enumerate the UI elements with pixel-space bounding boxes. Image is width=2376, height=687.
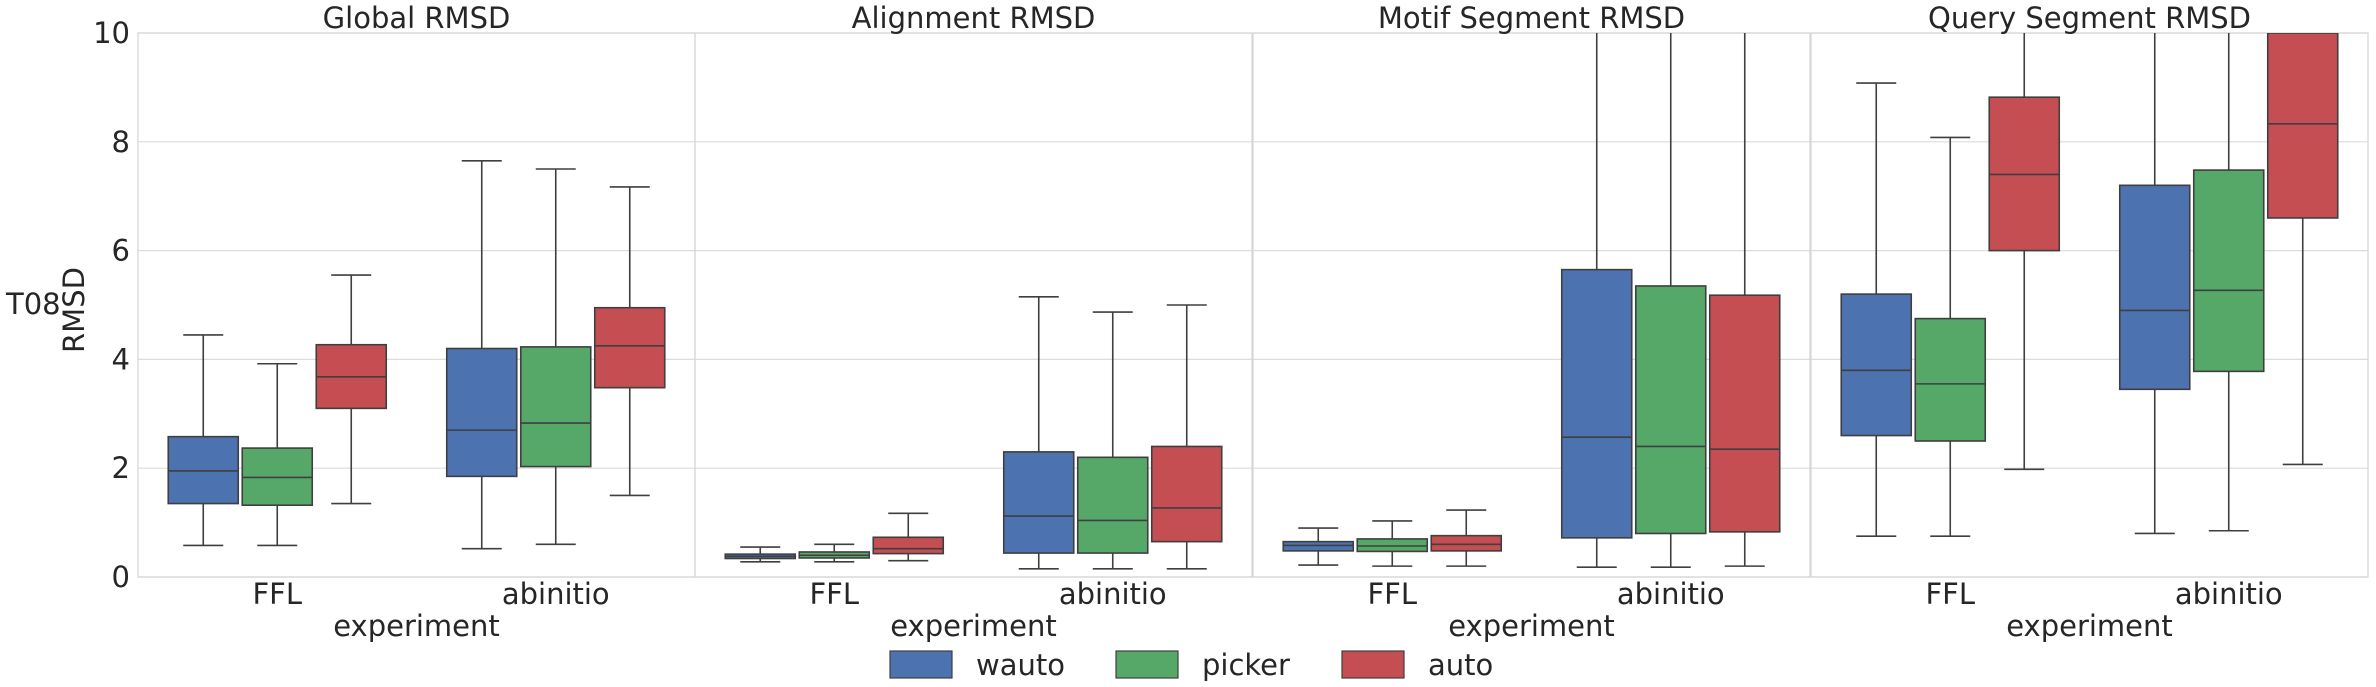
box-body xyxy=(1356,538,1429,553)
box-wauto-abinitio xyxy=(1002,296,1075,570)
box-auto-FFL xyxy=(315,274,388,505)
box-body xyxy=(1430,534,1503,552)
panel-frame xyxy=(1252,32,1811,578)
box-body xyxy=(1560,268,1633,539)
box-body xyxy=(1076,456,1149,554)
box-body xyxy=(241,447,314,506)
box-auto-FFL xyxy=(1430,509,1503,567)
x-tick-label: FFL xyxy=(1367,577,1417,611)
row-label: T08 xyxy=(5,287,61,321)
box-auto-abinitio xyxy=(593,186,666,497)
legend-label: wauto xyxy=(976,648,1065,682)
legend-swatch-auto xyxy=(1341,650,1405,679)
y-tick-label: 6 xyxy=(112,234,130,268)
x-axis-label: experiment xyxy=(333,609,500,643)
panel-title: Global RMSD xyxy=(323,1,511,35)
box-picker-FFL xyxy=(1356,520,1429,567)
box-auto-abinitio xyxy=(1708,33,1781,567)
box-body xyxy=(872,536,945,555)
x-tick-label: FFL xyxy=(1925,577,1975,611)
box-auto-FFL xyxy=(872,512,945,562)
box-auto-FFL xyxy=(1988,33,2061,471)
box-auto-abinitio xyxy=(2266,33,2339,466)
box-body xyxy=(445,347,518,478)
panel-frame xyxy=(694,32,1253,578)
x-axis-label: experiment xyxy=(1448,609,1615,643)
box-body xyxy=(2192,169,2265,373)
panel-title: Query Segment RMSD xyxy=(1928,1,2251,35)
y-tick-label: 8 xyxy=(112,125,130,159)
box-picker-FFL xyxy=(241,362,314,547)
box-body xyxy=(1840,293,1913,437)
box-wauto-FFL xyxy=(1840,82,1913,538)
box-picker-abinitio xyxy=(1076,311,1149,570)
x-tick-label: FFL xyxy=(809,577,859,611)
box-picker-FFL xyxy=(1914,136,1987,538)
legend-swatch-picker xyxy=(1115,650,1179,679)
legend-label: picker xyxy=(1202,648,1290,682)
box-auto-abinitio xyxy=(1150,304,1223,570)
x-tick-label: abinitio xyxy=(2175,577,2283,611)
box-picker-abinitio xyxy=(2192,33,2265,532)
box-body xyxy=(593,306,666,389)
box-body xyxy=(519,346,592,468)
legend-label: auto xyxy=(1428,648,1493,682)
y-tick-label: 4 xyxy=(112,342,130,376)
x-tick-label: abinitio xyxy=(1617,577,1725,611)
box-body xyxy=(2266,33,2339,219)
box-picker-FFL xyxy=(798,543,871,563)
panel-title: Motif Segment RMSD xyxy=(1378,1,1685,35)
y-axis-label: RMSD xyxy=(57,267,91,353)
x-axis-label: experiment xyxy=(2006,609,2173,643)
box-body xyxy=(1914,317,1987,442)
box-wauto-FFL xyxy=(724,546,797,563)
box-body xyxy=(1708,294,1781,533)
box-body xyxy=(1150,445,1223,543)
panel-title: Alignment RMSD xyxy=(852,1,1096,35)
y-tick-label: 2 xyxy=(112,451,130,485)
box-picker-abinitio xyxy=(1634,33,1707,569)
x-axis-label: experiment xyxy=(890,609,1057,643)
box-picker-abinitio xyxy=(519,168,592,546)
box-wauto-abinitio xyxy=(1560,33,1633,569)
box-layer xyxy=(167,160,666,550)
legend-swatch-wauto xyxy=(889,650,953,679)
box-body xyxy=(1002,451,1075,554)
panel-frame xyxy=(1810,32,2369,578)
x-tick-label: abinitio xyxy=(1059,577,1167,611)
y-tick-label: 0 xyxy=(112,560,130,594)
box-wauto-FFL xyxy=(1282,527,1355,566)
box-body xyxy=(167,435,240,505)
box-body xyxy=(1634,285,1707,535)
box-wauto-abinitio xyxy=(2118,33,2191,535)
box-body xyxy=(1282,540,1355,552)
box-layer xyxy=(724,296,1223,570)
box-wauto-abinitio xyxy=(445,160,518,550)
box-layer xyxy=(1282,33,1781,569)
x-tick-label: FFL xyxy=(252,577,302,611)
box-layer xyxy=(1840,33,2339,538)
legend: wauto picker auto xyxy=(889,648,1493,682)
box-wauto-FFL xyxy=(167,334,240,547)
y-tick-label: 10 xyxy=(93,16,130,50)
x-tick-label: abinitio xyxy=(502,577,610,611)
box-body xyxy=(2118,184,2191,391)
